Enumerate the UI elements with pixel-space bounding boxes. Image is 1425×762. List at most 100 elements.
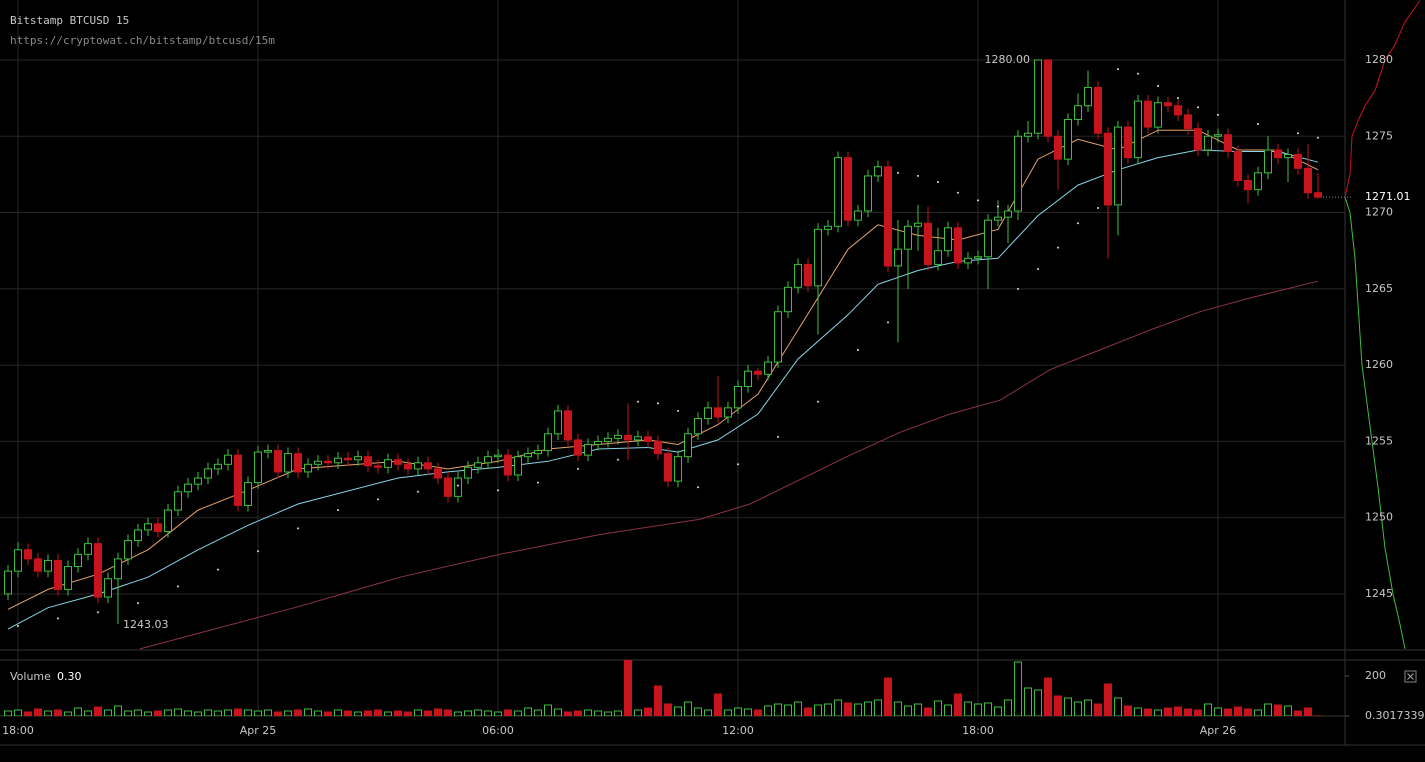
candle-body xyxy=(864,175,872,212)
candle-body xyxy=(744,370,752,387)
candle-body xyxy=(4,570,12,595)
candle-body xyxy=(1054,135,1062,160)
candle-body xyxy=(854,210,862,221)
volume-bar xyxy=(804,707,812,716)
candle-body xyxy=(594,440,602,445)
close-button[interactable] xyxy=(1404,670,1417,683)
volume-bar xyxy=(1254,709,1262,716)
y-tick-label: 1255 xyxy=(1365,434,1393,447)
volume-bar xyxy=(54,709,62,716)
candle-body xyxy=(1004,210,1012,218)
candle-body xyxy=(1194,128,1202,151)
candle-body xyxy=(994,216,1002,221)
candle-body xyxy=(1064,118,1072,160)
sar-dot xyxy=(57,617,59,620)
volume-bar xyxy=(624,660,632,716)
candle-body xyxy=(794,263,802,288)
volume-bar xyxy=(434,708,442,716)
volume-bar xyxy=(294,709,302,716)
candle-body xyxy=(24,549,32,560)
volume-bar xyxy=(464,710,472,716)
volume-bar xyxy=(1144,708,1152,716)
volume-bar xyxy=(334,709,342,716)
volume-bar xyxy=(754,709,762,716)
volume-bar xyxy=(344,710,352,716)
volume-bar xyxy=(954,693,962,716)
candle-body xyxy=(824,225,832,230)
volume-bar xyxy=(1054,695,1062,716)
volume-bar xyxy=(174,708,182,716)
y-tick-label: 1245 xyxy=(1365,587,1393,600)
volume-bar xyxy=(1034,689,1042,716)
candle-body xyxy=(1304,167,1312,194)
volume-bar xyxy=(374,709,382,716)
volume-bar xyxy=(1124,705,1132,716)
x-tick-label: 18:00 xyxy=(962,724,994,737)
candle-body xyxy=(644,436,652,442)
volume-bar xyxy=(554,708,562,716)
volume-bar xyxy=(214,710,222,716)
candle-body xyxy=(314,460,322,465)
moving-average xyxy=(139,280,1319,650)
close-box[interactable] xyxy=(1404,670,1417,683)
candle-body xyxy=(134,529,142,542)
candle-body xyxy=(464,466,472,479)
candle-body xyxy=(494,454,502,458)
candle-body xyxy=(124,540,132,560)
sar-dot xyxy=(887,321,889,324)
volume-bar xyxy=(854,703,862,716)
volume-bar xyxy=(524,707,532,716)
volume-bar xyxy=(534,709,542,716)
candle-body xyxy=(654,440,662,455)
volume-bar xyxy=(744,708,752,716)
candle-body xyxy=(1044,59,1052,137)
candle-body xyxy=(1094,86,1102,134)
candle-body xyxy=(1074,105,1082,120)
price-panel xyxy=(4,59,1322,650)
volume-bar xyxy=(234,708,242,716)
sar-dot xyxy=(957,191,959,194)
sar-dot xyxy=(1317,136,1319,139)
candle-body xyxy=(374,465,382,468)
volume-tick-label: 200 xyxy=(1365,669,1386,682)
sar-dot xyxy=(777,435,779,438)
candle-body xyxy=(764,361,772,375)
candle-body xyxy=(984,219,992,258)
candle-body xyxy=(74,553,82,568)
volume-bar xyxy=(774,703,782,716)
volume-bar xyxy=(794,701,802,716)
candle-body xyxy=(514,456,522,476)
candle-body xyxy=(844,157,852,221)
sar-dot xyxy=(257,550,259,553)
volume-bar xyxy=(864,701,872,716)
sar-dot xyxy=(677,409,679,412)
volume-bar xyxy=(394,710,402,716)
candle-body xyxy=(1084,86,1092,107)
sar-dot xyxy=(897,171,899,174)
candle-body xyxy=(624,434,632,441)
candle-body xyxy=(64,566,72,590)
candle-body xyxy=(894,248,902,267)
sar-dot xyxy=(737,463,739,466)
candle-body xyxy=(944,227,952,252)
y-tick-label: 1265 xyxy=(1365,282,1393,295)
sar-dot xyxy=(657,402,659,405)
volume-bar xyxy=(364,710,372,716)
volume-panel xyxy=(4,660,1322,716)
y-tick-label: 1280 xyxy=(1365,53,1393,66)
candle-body xyxy=(964,257,972,264)
candle-body xyxy=(1134,100,1142,159)
candle-body xyxy=(1024,132,1032,137)
close-icon[interactable] xyxy=(1407,673,1414,680)
candle-body xyxy=(874,166,882,177)
volume-bar xyxy=(194,711,202,716)
volume-bar xyxy=(134,709,142,716)
x-tick-label: Apr 26 xyxy=(1200,724,1237,737)
candle-body xyxy=(404,463,412,470)
candle-body xyxy=(14,549,22,572)
candle-body xyxy=(234,454,242,507)
candle-body xyxy=(704,407,712,420)
candle-body xyxy=(504,454,512,476)
candle-body xyxy=(804,263,812,287)
